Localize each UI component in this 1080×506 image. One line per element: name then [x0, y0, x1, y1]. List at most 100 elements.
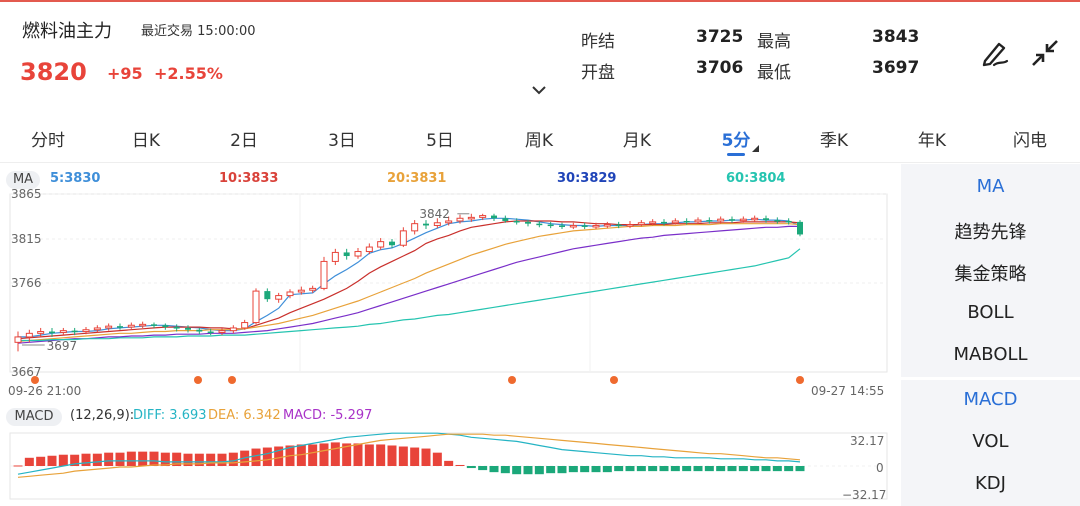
candle-body — [491, 215, 497, 219]
period-dropdown-icon[interactable] — [752, 145, 759, 152]
candle-body — [14, 336, 22, 343]
candle-body — [377, 241, 385, 248]
tab-period-yearly[interactable]: 年K — [917, 131, 947, 151]
candle-body — [105, 325, 113, 329]
tab-period-5day[interactable]: 5日 — [426, 131, 454, 151]
price-tick-label: 3815 — [11, 232, 42, 246]
macd-chart[interactable]: 32.17 0 −32.17 — [0, 428, 900, 503]
price-tick-label: 3865 — [11, 187, 42, 201]
candle-body — [399, 230, 407, 246]
macd-histogram-bar — [308, 444, 318, 466]
candlestick-chart[interactable]: 3865 3815 3766 3667 3697 3842 09-26 21:00 09-27… — [0, 186, 900, 401]
tab-period-timeshare[interactable]: 分时 — [31, 131, 65, 151]
indicator-boll[interactable]: BOLL — [967, 302, 1014, 323]
macd-diff-value: DIFF: 3.693 — [133, 408, 207, 423]
macd-histogram-bar — [636, 466, 646, 472]
high-value: 3843 — [872, 27, 920, 47]
macd-histogram-bar — [727, 466, 737, 472]
tab-period-5min[interactable]: 5分 — [721, 131, 751, 151]
indicator-maboll[interactable]: MABOLL — [953, 344, 1028, 365]
macd-histogram-bar — [342, 443, 352, 466]
macd-histogram-bar — [670, 466, 680, 472]
chevron-down-icon[interactable] — [531, 84, 547, 96]
candle-body — [456, 217, 464, 222]
candle-body — [389, 241, 395, 246]
macd-histogram-bar — [274, 446, 284, 466]
macd-histogram-bar — [206, 453, 216, 466]
candle-body — [185, 327, 191, 330]
tab-period-daily[interactable]: 日K — [131, 131, 161, 151]
macd-histogram-bar — [614, 466, 624, 472]
event-marker-dot — [610, 376, 618, 384]
candle-body — [71, 330, 78, 333]
candle-body — [229, 327, 237, 332]
macd-histogram-bar — [455, 464, 465, 466]
tab-period-flash[interactable]: 闪电 — [1013, 131, 1047, 151]
indicator-panel — [901, 164, 1080, 506]
macd-histogram-bar — [36, 456, 46, 466]
macd-histogram-bar — [58, 454, 68, 466]
instrument-title: 燃料油主力 — [22, 21, 112, 42]
indicator-macd[interactable]: MACD — [963, 389, 1018, 410]
price-change-pct: +2.55% — [154, 64, 223, 83]
pencil-icon[interactable] — [978, 36, 1012, 70]
candle-body — [603, 224, 611, 227]
candle-body — [739, 218, 747, 222]
low-label: 最低 — [757, 63, 791, 83]
candle-body — [207, 331, 214, 334]
active-tab-underline — [727, 153, 745, 156]
candle-body — [592, 224, 600, 228]
recent-trade-label: 最近交易 — [141, 24, 194, 39]
ma-indicator-pill[interactable]: MA — [6, 171, 40, 189]
macd-histogram-bar — [319, 443, 329, 466]
candle-body — [59, 330, 67, 333]
start-time-label: 09-26 21:00 — [8, 384, 81, 398]
candle-body — [671, 220, 679, 224]
candle-body — [93, 327, 101, 331]
macd-histogram-bar — [693, 466, 703, 472]
price-tick-label: 3667 — [11, 365, 42, 379]
collapse-icon[interactable] — [1028, 36, 1062, 70]
macd-histogram-bar — [772, 466, 782, 472]
candle-body — [626, 224, 634, 227]
macd-histogram-bar — [512, 466, 522, 475]
macd-indicator-pill[interactable]: MACD — [6, 408, 62, 426]
high-marker-label: 3842 — [419, 207, 450, 221]
candle-body — [162, 325, 169, 328]
candle-body — [797, 221, 803, 235]
candle-body — [502, 218, 509, 221]
macd-histogram-bar — [387, 445, 397, 466]
tab-period-weekly[interactable]: 周K — [524, 131, 554, 151]
candle-body — [547, 224, 554, 227]
tab-period-quarterly[interactable]: 季K — [819, 131, 849, 151]
candle-body — [536, 223, 543, 226]
macd-histogram-bar — [557, 466, 567, 474]
indicator-kdj[interactable]: KDJ — [975, 473, 1006, 494]
indicator-trend-pioneer[interactable]: 趋势先锋 — [954, 222, 1027, 243]
recent-trade-info: 最近交易 15:00:00 — [141, 20, 256, 39]
macd-histogram-bar — [534, 466, 544, 475]
candle-body — [751, 217, 759, 221]
indicator-ma[interactable]: MA — [976, 176, 1005, 197]
candle-body — [309, 287, 317, 291]
macd-histogram-bar — [738, 466, 748, 472]
macd-histogram-bar — [478, 466, 488, 471]
low-value: 3697 — [872, 58, 920, 78]
candle-body — [139, 323, 147, 327]
ma30-value: 30:3829 — [557, 171, 617, 186]
tab-period-monthly[interactable]: 月K — [622, 131, 652, 151]
event-marker-dot — [508, 376, 516, 384]
macd-histogram-bar — [126, 451, 136, 466]
candle-body — [151, 324, 157, 326]
indicator-fund-strategy[interactable]: 集金策略 — [954, 264, 1027, 285]
open-label: 开盘 — [581, 63, 615, 83]
last-price: 3820 — [20, 58, 87, 86]
tab-period-2day[interactable]: 2日 — [230, 131, 258, 151]
ma10-value: 10:3833 — [219, 171, 279, 186]
candle-body — [127, 324, 135, 328]
candle-body — [275, 295, 283, 300]
candle-body — [117, 326, 123, 328]
macd-histogram-bar — [466, 466, 476, 469]
indicator-vol[interactable]: VOL — [972, 431, 1009, 452]
tab-period-3day[interactable]: 3日 — [328, 131, 356, 151]
